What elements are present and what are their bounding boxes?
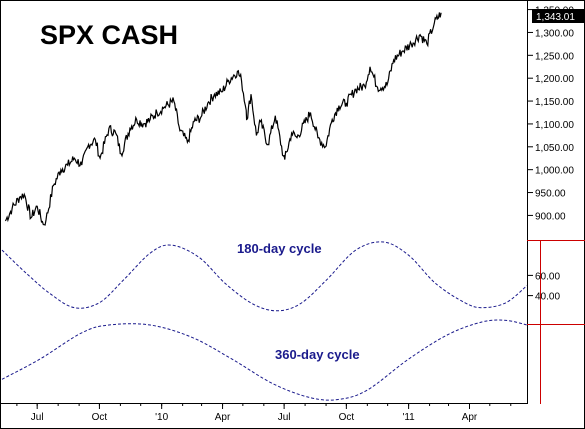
x-tick-label: Apr: [462, 412, 478, 423]
price-y-tick-label: 900.00: [535, 211, 566, 222]
x-tick-label: Oct: [92, 412, 108, 423]
x-tick-label: '11: [402, 412, 415, 423]
x-tick-label: '10: [155, 412, 168, 423]
price-y-tick-label: 1,150.00: [535, 97, 574, 108]
cycle-y-tick-label: 40.00: [535, 292, 560, 303]
last-price-label: 1,343.01: [536, 12, 575, 23]
x-tick-label: Apr: [215, 412, 231, 423]
series-line-360-day-cycle: [1, 319, 528, 401]
x-tick-label: Jul: [31, 412, 44, 423]
price-y-tick-label: 1,300.00: [535, 28, 574, 39]
price-y-tick-label: 950.00: [535, 189, 566, 200]
x-tick-label: Jul: [278, 412, 291, 423]
label-180-day-cycle: 180-day cycle: [237, 241, 322, 256]
price-y-tick-label: 1,250.00: [535, 51, 574, 62]
price-y-tick-label: 1,200.00: [535, 74, 574, 85]
price-y-tick-label: 1,100.00: [535, 120, 574, 131]
x-axis: Jul Oct '10 Apr Jul Oct '11 Apr: [16, 403, 512, 423]
chart-title: SPX CASH: [40, 20, 178, 50]
label-360-day-cycle: 360-day cycle: [275, 347, 360, 362]
price-y-tick-label: 1,000.00: [535, 166, 574, 177]
series-line-spx: [4, 12, 442, 226]
price-y-tick-label: 1,050.00: [535, 143, 574, 154]
series-line-180-day-cycle: [1, 241, 528, 312]
cycle-y-axis: 60.00 40.00: [527, 271, 560, 303]
x-tick-label: Oct: [339, 412, 355, 423]
last-price-badge: [532, 9, 584, 23]
cycle-y-tick-label: 60.00: [535, 271, 560, 282]
